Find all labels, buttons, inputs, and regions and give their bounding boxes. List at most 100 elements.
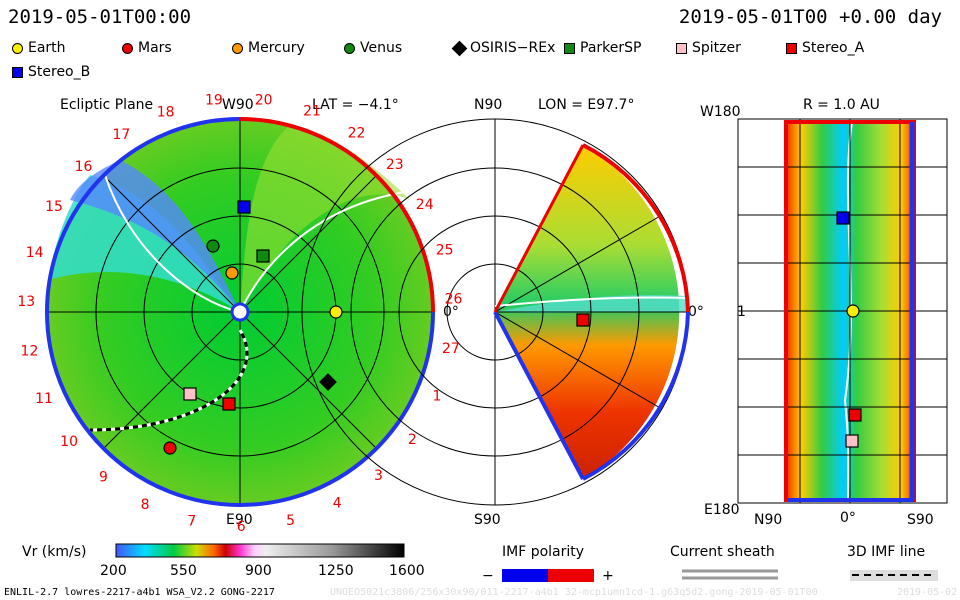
legend-label: OSIRIS−REx — [470, 40, 556, 56]
panel1-lat: LAT = −4.1° — [312, 97, 399, 113]
ecliptic-tick-label: 5 — [286, 513, 295, 529]
panel2-bottom-left: S90 — [474, 512, 501, 528]
legend-item-mars: Mars — [122, 40, 172, 56]
lat-lon-plot — [737, 118, 948, 504]
colorbar-tick-label: 1250 — [318, 563, 354, 579]
footer-left: ENLIL-2.7 lowres-2217-a4b1 WSA_V2.2 GONG… — [4, 587, 275, 598]
marker-earth — [329, 305, 343, 319]
imf-title: IMF polarity — [502, 544, 585, 560]
legend-marker-square — [564, 42, 575, 54]
legend-label: Venus — [360, 40, 403, 56]
legend-label: ParkerSP — [580, 40, 642, 56]
legend-label: Mercury — [248, 40, 305, 56]
colorbar-tick-label: 1600 — [389, 563, 425, 579]
footer-middle: UNOEO5021c3806/256x30x90/011-2217-a4b1 3… — [330, 587, 818, 598]
legend-item-parkersp: ParkerSP — [564, 40, 641, 56]
legend-marker-square — [676, 42, 687, 54]
imf-positive-bar — [548, 569, 594, 582]
marker-stereo-a — [222, 397, 236, 411]
legend-item-mercury: Mercury — [232, 40, 305, 56]
marker-venus — [206, 239, 220, 253]
panel3-x-label-n90: N90 — [754, 512, 783, 528]
ecliptic-tick-label: 19 — [205, 93, 223, 109]
panel3-bottom-left: E180 — [704, 502, 740, 518]
ecliptic-plot — [45, 117, 435, 507]
ecliptic-tick-label: 3 — [374, 468, 383, 484]
ecliptic-tick-label: 18 — [157, 104, 175, 120]
object-markers — [163, 200, 862, 455]
marker-stereo-a — [576, 313, 590, 327]
panel3-left-mid: 1 — [737, 304, 746, 320]
colorbar-label: Vr (km/s) — [22, 544, 87, 560]
ecliptic-tick-label: 11 — [35, 391, 53, 407]
ecliptic-tick-label: 7 — [187, 514, 196, 530]
ecliptic-tick-labels: 19 20212223242526271234567891011121314151… — [17, 92, 462, 535]
sheath-title: Current sheath — [670, 544, 775, 560]
ecliptic-tick-label: 25 — [436, 242, 454, 258]
ecliptic-tick-label: 20 — [255, 92, 273, 108]
ecliptic-tick-label: 12 — [21, 343, 39, 359]
ecliptic-tick-label: 2 — [408, 432, 417, 448]
legend-item-osiris-rex: OSIRIS−REx — [451, 40, 556, 56]
ecliptic-tick-label: 6 — [237, 519, 246, 535]
marker-mercury — [225, 266, 239, 280]
ecliptic-tick-label: 24 — [416, 197, 434, 213]
legend-label: Earth — [28, 40, 66, 56]
marker-parkersp — [256, 249, 270, 263]
panel2-top-left: N90 — [474, 97, 503, 113]
imf3d-title: 3D IMF line — [847, 544, 926, 560]
ecliptic-tick-label: 13 — [17, 294, 35, 310]
marker-mars — [163, 441, 177, 455]
ecliptic-tick-label: 14 — [26, 245, 44, 261]
legend-item-venus: Venus — [344, 40, 402, 56]
header-left-time: 2019-05-01T00:00 — [8, 6, 192, 28]
legend-marker-circle — [344, 42, 355, 54]
ecliptic-tick-label: 16 — [75, 159, 93, 175]
marker-spitzer — [845, 434, 859, 448]
ecliptic-tick-label: 8 — [141, 497, 150, 513]
panel1-title: Ecliptic Plane — [60, 97, 154, 113]
imf-plus: + — [602, 568, 614, 584]
marker-stereo-b — [237, 200, 251, 214]
panel1-bottom-label: E90 — [226, 512, 253, 528]
panel3-top-left: W180 — [700, 104, 741, 120]
legend-marker-circle — [122, 42, 133, 54]
legend-marker-circle — [12, 42, 23, 54]
imf3d-line-sample — [850, 570, 938, 581]
ecliptic-tick-label: 27 — [442, 341, 460, 357]
ecliptic-tick-label: 4 — [333, 496, 342, 512]
legend-label: Stereo_B — [28, 64, 91, 80]
ecliptic-tick-label: 26 — [445, 291, 463, 307]
colorbar-tick-label: 200 — [100, 563, 127, 579]
panel2-lon: LON = E97.7° — [538, 97, 635, 113]
legend-item-stereo-b: Stereo_B — [12, 64, 90, 80]
legend-marker-circle — [232, 42, 243, 54]
panel2-right-label: 0° — [688, 304, 704, 320]
colorbar — [115, 543, 405, 558]
ecliptic-tick-label: 23 — [386, 157, 404, 173]
colorbar-tick-label: 900 — [245, 563, 272, 579]
marker-osiris-rex — [319, 373, 337, 391]
ecliptic-tick-label: 10 — [60, 434, 78, 450]
legend-label: Spitzer — [692, 40, 741, 56]
panel3-x-label-0: 0° — [840, 510, 856, 526]
legend-label: Stereo_A — [802, 40, 865, 56]
marker-stereo-a — [848, 408, 862, 422]
legend-item-spitzer: Spitzer — [676, 40, 741, 56]
imf-minus: − — [482, 568, 494, 584]
legend-marker-square — [12, 66, 23, 78]
ecliptic-tick-label: 17 — [112, 127, 130, 143]
colorbar-tick-label: 550 — [170, 563, 197, 579]
ecliptic-tick-label: 21 — [303, 103, 321, 119]
panel3-r: R = 1.0 AU — [803, 97, 880, 113]
marker-spitzer — [183, 387, 197, 401]
panel3-x-label-s90: S90 — [907, 512, 934, 528]
header-right-time: 2019-05-01T00 +0.00 day — [678, 6, 942, 28]
marker-stereo-b — [836, 211, 850, 225]
legend-item-stereo-a: Stereo_A — [786, 40, 864, 56]
imf-negative-bar — [502, 569, 548, 582]
legend-marker-square — [786, 42, 797, 54]
footer-right: 2019-05-02 — [897, 587, 958, 598]
current-sheath-sample — [682, 569, 778, 580]
